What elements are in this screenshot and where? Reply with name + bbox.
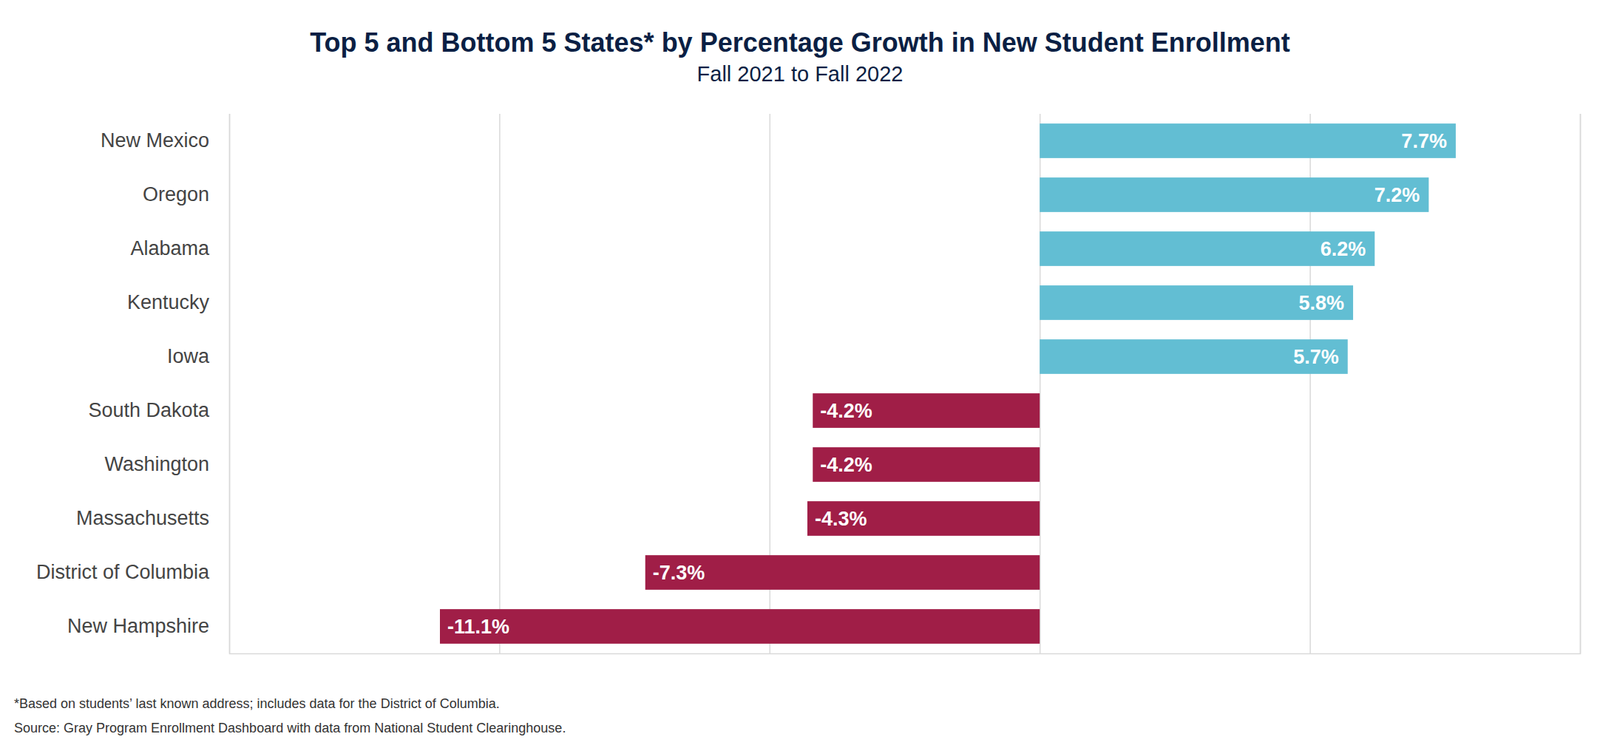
category-label: Iowa [167, 345, 210, 368]
bar [1039, 123, 1456, 159]
category-label: Alabama [130, 237, 210, 260]
footnote: Source: Gray Program Enrollment Dashboar… [14, 720, 566, 736]
grid-line [229, 113, 231, 654]
subtitle: Fall 2021 to Fall 2022 [697, 62, 904, 86]
category-label: Massachusetts [76, 507, 210, 530]
category-label: New Hampshire [67, 615, 210, 638]
data-labels: 7.7% 7.2% 6.2% 5.8% 5.7% -4.2% -4.2% -4.3% -7.3%… [447, 130, 1447, 639]
category-label: Kentucky [127, 291, 210, 314]
bars [439, 123, 1456, 644]
category-label: Washington [104, 453, 210, 476]
x-tick [1580, 113, 1581, 654]
x-axis-line [229, 113, 1581, 655]
data-label: 7.2% [1374, 184, 1421, 207]
data-label: -4.2% [819, 400, 873, 423]
footnote: *Based on students’ last known address; … [14, 696, 500, 712]
chart: Top 5 and Bottom 5 States* by Percentage… [0, 0, 1600, 748]
bar [1039, 231, 1375, 267]
data-label: -4.3% [814, 507, 868, 531]
data-label: -11.1% [447, 615, 510, 639]
y-tick: Washington [104, 453, 210, 476]
data-label: 7.7% [1401, 130, 1447, 153]
x-axis [229, 113, 1581, 655]
y-tick: New Mexico [100, 129, 210, 152]
y-tick: Alabama [130, 237, 210, 260]
bar [807, 501, 1040, 537]
data-label: -7.3% [652, 561, 706, 585]
category-label: Oregon [142, 183, 210, 206]
bar [812, 447, 1040, 483]
category-label: New Mexico [100, 129, 210, 152]
x-tick [499, 113, 500, 654]
y-tick: Oregon [142, 183, 210, 206]
data-label: 5.7% [1293, 346, 1340, 369]
y-tick: New Hampshire [67, 615, 210, 638]
bar [439, 609, 1040, 644]
title: Top 5 and Bottom 5 States* by Percentage… [309, 27, 1291, 58]
data-label: 6.2% [1320, 238, 1367, 261]
y-tick: Kentucky [127, 291, 210, 314]
grid-line [1580, 113, 1582, 654]
data-label: 5.8% [1299, 292, 1345, 315]
bar [1039, 177, 1429, 213]
y-tick: District of Columbia [36, 561, 210, 584]
y-tick: Massachusetts [76, 507, 210, 530]
category-label: South Dakota [87, 399, 210, 422]
bar [812, 393, 1040, 429]
bar [1039, 339, 1348, 375]
bar [645, 555, 1040, 591]
grid-line [499, 113, 501, 654]
y-axis: New Mexico Oregon Alabama Kentucky Iowa South… [36, 129, 210, 638]
x-tick [229, 113, 230, 654]
category-label: District of Columbia [36, 561, 210, 584]
bar [1039, 285, 1354, 321]
y-tick: South Dakota [87, 399, 210, 422]
y-tick: Iowa [167, 345, 210, 368]
data-label: -4.2% [819, 453, 873, 477]
